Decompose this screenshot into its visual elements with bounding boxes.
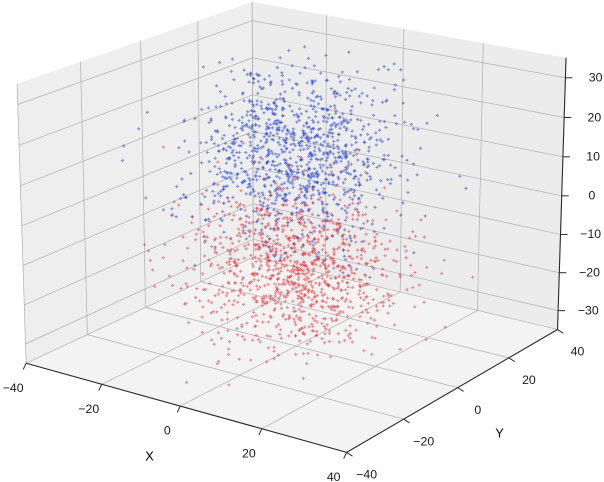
svg-text:20: 20 xyxy=(588,110,602,124)
svg-text:−20: −20 xyxy=(413,434,434,448)
svg-text:−40: −40 xyxy=(3,381,24,395)
svg-text:Y: Y xyxy=(495,426,504,441)
svg-text:40: 40 xyxy=(571,345,585,359)
svg-text:−10: −10 xyxy=(580,227,601,241)
svg-text:0: 0 xyxy=(474,403,481,417)
svg-text:10: 10 xyxy=(586,150,600,164)
svg-text:−20: −20 xyxy=(78,402,99,416)
svg-text:0: 0 xyxy=(164,424,171,438)
svg-text:−40: −40 xyxy=(356,468,377,482)
svg-text:−30: −30 xyxy=(578,303,599,317)
svg-text:20: 20 xyxy=(242,446,256,460)
svg-text:40: 40 xyxy=(327,470,341,482)
svg-text:X: X xyxy=(145,449,154,464)
svg-text:0: 0 xyxy=(588,189,595,203)
svg-text:−20: −20 xyxy=(579,266,600,280)
svg-text:30: 30 xyxy=(589,71,603,85)
svg-text:20: 20 xyxy=(522,373,536,387)
